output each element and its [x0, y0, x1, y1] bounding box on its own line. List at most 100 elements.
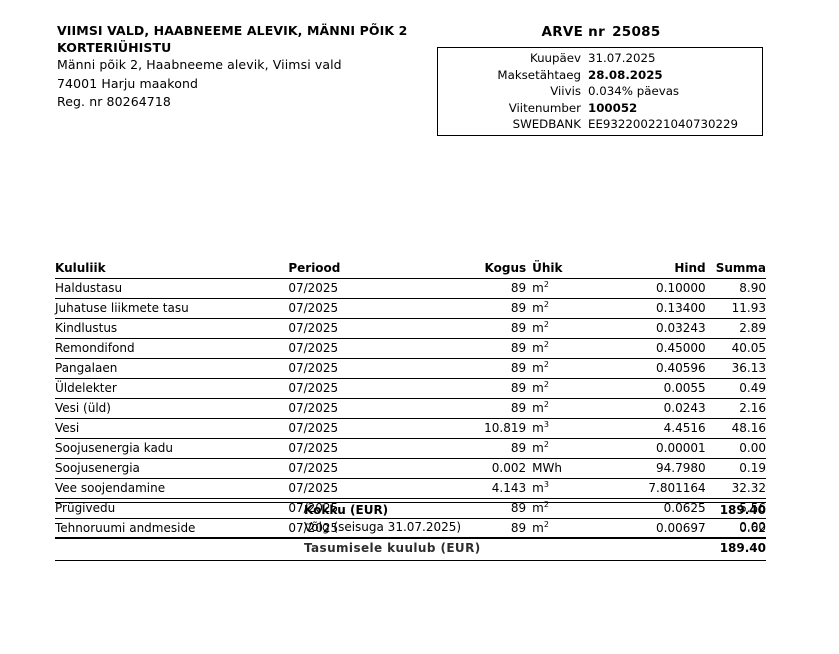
totals-volg-value: 0.00: [739, 520, 766, 534]
cell-kogus: 89: [428, 318, 533, 339]
cell-hind: 0.00001: [611, 438, 706, 459]
cell-kogus: 89: [428, 378, 533, 399]
cell-uhik: m2: [532, 278, 612, 299]
meta-row: Kuupäev 31.07.2025: [438, 51, 762, 68]
cell-kululiik: Vesi (üld): [55, 398, 289, 419]
unit-exponent: 2: [543, 300, 549, 309]
unit-base: m: [532, 341, 544, 355]
invoice-meta-box: Kuupäev 31.07.2025 Maksetähtaeg 28.08.2025 V…: [437, 47, 763, 136]
unit-exponent: 2: [543, 360, 549, 369]
meta-label: Viivis: [550, 84, 581, 99]
cell-uhik: m2: [532, 498, 612, 519]
unit-exponent: 2: [543, 340, 549, 349]
meta-label: SWEDBANK: [512, 117, 581, 132]
invoice-items-body: Haldustasu 07/2025 89 m2 0.10000 8.90 Juhatuse…: [55, 278, 766, 539]
cell-summa: 11.93: [705, 298, 766, 319]
cell-hind: 0.40596: [611, 358, 706, 379]
cell-periood: 07/2025: [288, 478, 429, 499]
cell-kululiik: Remondifond: [55, 338, 289, 359]
column-header-periood: Periood: [288, 261, 429, 279]
unit-exponent: 3: [543, 480, 549, 489]
cell-kogus: 89: [428, 298, 533, 319]
unit-exponent: 2: [543, 440, 549, 449]
cell-kogus: 4.143: [428, 478, 533, 499]
cell-summa: 2.89: [705, 318, 766, 339]
unit-base: m: [532, 501, 544, 515]
unit-exponent: 2: [543, 400, 549, 409]
cell-summa: 0.19: [705, 458, 766, 479]
cell-summa: 0.49: [705, 378, 766, 399]
unit-exponent: 3: [543, 420, 549, 429]
cell-hind: 0.13400: [611, 298, 706, 319]
cell-periood: 07/2025: [288, 298, 429, 319]
cell-hind: 0.10000: [611, 278, 706, 299]
cell-kululiik: Kindlustus: [55, 318, 289, 339]
cell-kogus: 89: [428, 438, 533, 459]
table-row: Vesi (üld) 07/2025 89 m2 0.0243 2.16: [55, 398, 766, 419]
unit-base: m: [532, 381, 544, 395]
cell-kogus: 10.819: [428, 418, 533, 439]
cell-uhik: m2: [532, 338, 612, 359]
cell-periood: 07/2025: [288, 338, 429, 359]
seller-company-name-line2: KORTERIÜHISTU: [57, 40, 172, 55]
totals-block: Kokku (EUR) 189.40 Võlg (seisuga 31.07.2…: [55, 503, 766, 537]
totals-row-kokku: Kokku (EUR) 189.40: [55, 503, 766, 520]
meta-label: Kuupäev: [529, 51, 581, 65]
cell-uhik: m2: [532, 398, 612, 419]
meta-row: SWEDBANK EE932200221040730229: [438, 117, 762, 134]
cell-uhik: m3: [532, 478, 612, 499]
table-row: Juhatuse liikmete tasu 07/2025 89 m2 0.13400…: [55, 298, 766, 319]
cell-kogus: 89: [428, 358, 533, 379]
table-row: Üldelekter 07/2025 89 m2 0.0055 0.49: [55, 378, 766, 399]
unit-base: m: [532, 421, 544, 435]
cell-summa: 0.00: [705, 438, 766, 459]
meta-label: Maksetähtaeg: [497, 67, 581, 82]
totals-row-volg: Võlg (seisuga 31.07.2025) 0.00: [55, 520, 766, 537]
table-row: Pangalaen 07/2025 89 m2 0.40596 36.13: [55, 358, 766, 379]
table-row: Vee soojendamine 07/2025 4.143 m3 7.801164 32…: [55, 478, 766, 499]
unit-exponent: 2: [543, 500, 549, 509]
column-header-kululiik: Kululiik: [55, 261, 289, 279]
cell-periood: 07/2025: [288, 398, 429, 419]
meta-row: Maksetähtaeg 28.08.2025: [438, 68, 762, 85]
cell-periood: 07/2025: [288, 358, 429, 379]
cell-kogus: 89: [428, 338, 533, 359]
seller-address: Männi põik 2, Haabneeme alevik, Viimsi v…: [57, 57, 342, 72]
invoice-number: 25085: [612, 24, 661, 40]
cell-summa: 32.32: [705, 478, 766, 499]
seller-company-name-line1: VIIMSI VALD, HAABNEEME ALEVIK, MÄNNI PÕI…: [57, 23, 408, 38]
cell-kogus: 89: [428, 278, 533, 299]
cell-hind: 94.7980: [611, 458, 706, 479]
meta-label: Viitenumber: [508, 100, 581, 115]
column-header-hind: Hind: [611, 261, 706, 279]
cell-summa: 2.16: [705, 398, 766, 419]
cell-periood: 07/2025: [288, 278, 429, 299]
meta-value: 28.08.2025: [588, 67, 663, 82]
cell-hind: 7.801164: [611, 478, 706, 499]
cell-uhik: MWh: [532, 458, 612, 479]
table-row: Soojusenergia 07/2025 0.002 MWh 94.7980 0.19: [55, 458, 766, 479]
cell-kululiik: Soojusenergia kadu: [55, 438, 289, 459]
cell-periood: 07/2025: [288, 418, 429, 439]
column-header-uhik: Ühik: [532, 261, 612, 279]
unit-base: m: [532, 441, 544, 455]
table-row: Prügivedu 07/2025 89 m2 0.0625 5.56: [55, 498, 766, 519]
meta-value: 31.07.2025: [588, 51, 656, 65]
table-row: Soojusenergia kadu 07/2025 89 m2 0.00001 0.00: [55, 438, 766, 459]
meta-value: EE932200221040730229: [588, 117, 739, 132]
cell-uhik: m2: [532, 358, 612, 379]
cell-kogus: 89: [428, 498, 533, 519]
cell-hind: 0.45000: [611, 338, 706, 359]
cell-periood: 07/2025: [288, 438, 429, 459]
cell-uhik: m2: [532, 378, 612, 399]
table-row: Vesi 07/2025 10.819 m3 4.4516 48.16: [55, 418, 766, 439]
cell-summa: 48.16: [705, 418, 766, 439]
cell-uhik: m2: [532, 298, 612, 319]
seller-block: VIIMSI VALD, HAABNEEME ALEVIK, MÄNNI PÕI…: [57, 22, 437, 112]
cell-kogus: 0.002: [428, 458, 533, 479]
totals-final-value: 189.40: [719, 541, 766, 555]
cell-uhik: m3: [532, 418, 612, 439]
cell-kululiik: Juhatuse liikmete tasu: [55, 298, 289, 319]
cell-hind: 0.03243: [611, 318, 706, 339]
cell-kululiik: Soojusenergia: [55, 458, 289, 479]
